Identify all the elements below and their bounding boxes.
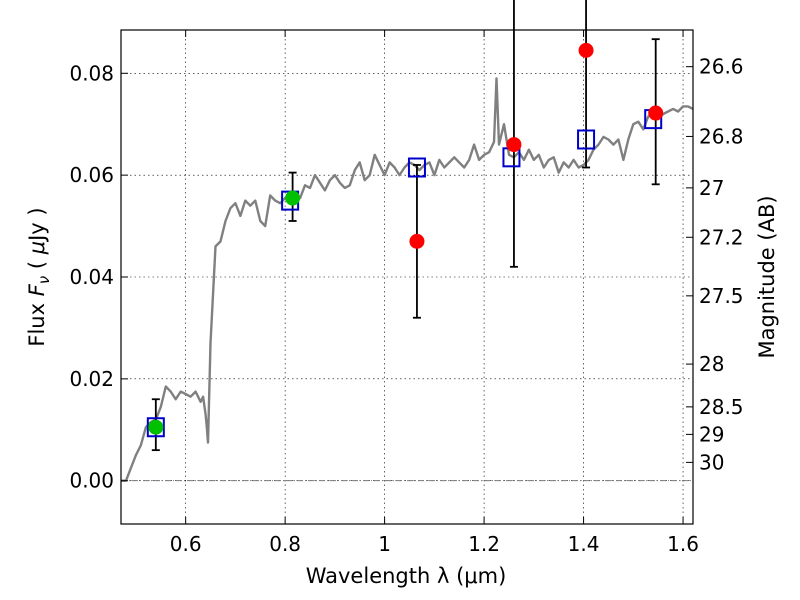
y-axis-label-unit-rest: Jy ) (25, 207, 49, 243)
x-tick-label: 1.6 (667, 532, 699, 556)
x-tick-label: 1.4 (568, 532, 600, 556)
y-axis-label: Flux Fν ( μJy ) (25, 207, 53, 346)
mag-tick-label: 27 (699, 176, 724, 200)
y-axis-label-subscript: ν (35, 276, 53, 284)
x-tick-label: 1.2 (468, 532, 500, 556)
data-layer (121, 0, 694, 482)
y-tick-label: 0.00 (69, 469, 114, 493)
y-tick-label: 0.02 (69, 367, 114, 391)
mag-tick-label: 27.5 (699, 284, 744, 308)
mag-tick-label: 28 (699, 352, 724, 376)
y2-axis-label: Magnitude (AB) (755, 195, 779, 358)
x-tick-label: 0.8 (269, 532, 301, 556)
x-tick-label: 1 (378, 532, 391, 556)
y-tick-label: 0.08 (69, 61, 114, 85)
y-axis-label-symbol: F (25, 283, 49, 296)
axes: 0.6 0.8 1 1.2 1.4 1.6 0.00 0.02 0.04 0.06 0.08 26.6… (69, 29, 744, 556)
detection-point (648, 105, 664, 121)
model-photometry-square (407, 157, 426, 178)
y-axis-label-prefix: Flux (25, 296, 49, 346)
sed-model-line (121, 77, 694, 482)
mag-tick-label: 26.8 (699, 124, 744, 148)
axis-labels: Wavelength λ (μm) Flux Fν ( μJy ) Magnit… (25, 195, 779, 588)
mag-tick-label: 26.6 (699, 55, 744, 79)
detection-point (285, 190, 301, 206)
detection-point (578, 42, 594, 58)
y-tick-label: 0.04 (69, 265, 114, 289)
y-axis-label-unit-mu: μ (25, 241, 49, 255)
mag-tick-label: 30 (699, 450, 724, 474)
y-tick-label: 0.06 (69, 163, 114, 187)
grid-lines (121, 30, 693, 524)
mag-tick-label: 27.2 (699, 225, 744, 249)
x-tick-label: 0.6 (170, 532, 202, 556)
x-axis-label: Wavelength λ (μm) (306, 564, 507, 588)
detection-point (409, 233, 425, 249)
detection-point (506, 137, 522, 153)
model-photometry-square (577, 129, 596, 150)
detection-point (148, 419, 164, 435)
model-photometry-square (146, 417, 165, 438)
y-axis-label-unit-open: ( (25, 254, 49, 276)
mag-tick-label: 28.5 (699, 395, 744, 419)
mag-tick-label: 29 (699, 422, 724, 446)
